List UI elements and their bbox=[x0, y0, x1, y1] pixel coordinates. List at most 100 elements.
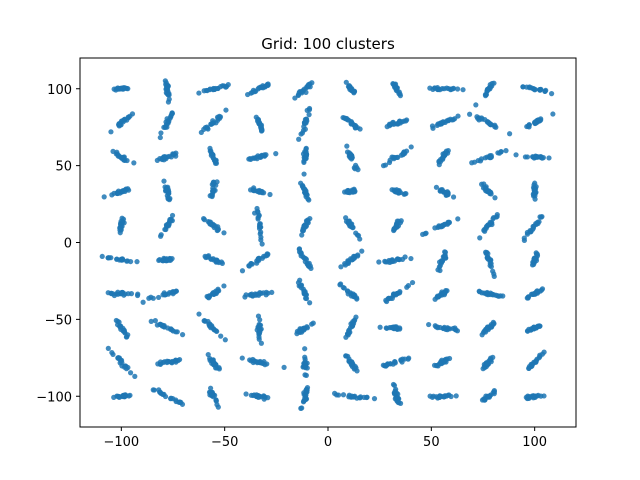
data-point bbox=[257, 231, 263, 237]
data-point bbox=[503, 148, 509, 154]
data-point bbox=[221, 283, 227, 289]
data-point bbox=[450, 325, 456, 332]
data-point bbox=[117, 225, 123, 231]
data-point bbox=[460, 87, 466, 93]
data-point bbox=[476, 289, 483, 295]
data-point bbox=[486, 188, 492, 194]
data-point bbox=[439, 258, 446, 264]
data-point bbox=[302, 356, 308, 363]
data-point bbox=[528, 394, 534, 400]
data-point bbox=[344, 143, 350, 149]
data-point bbox=[394, 188, 400, 194]
data-point bbox=[223, 107, 229, 113]
data-point bbox=[254, 156, 260, 162]
data-point bbox=[483, 393, 489, 399]
data-point bbox=[210, 393, 216, 400]
data-point bbox=[346, 392, 352, 398]
data-point bbox=[256, 334, 262, 340]
data-point bbox=[480, 366, 486, 372]
data-point bbox=[257, 289, 263, 296]
data-point bbox=[383, 297, 389, 304]
data-point bbox=[376, 259, 382, 265]
data-point bbox=[255, 256, 261, 262]
data-point bbox=[210, 85, 217, 92]
data-point bbox=[427, 393, 433, 399]
data-point bbox=[408, 255, 414, 262]
data-point bbox=[488, 357, 494, 363]
data-point bbox=[535, 219, 541, 225]
data-point bbox=[205, 126, 211, 132]
data-point bbox=[349, 152, 355, 159]
data-point bbox=[303, 372, 309, 378]
data-point bbox=[257, 327, 263, 333]
data-point bbox=[247, 187, 254, 193]
data-point bbox=[167, 326, 174, 332]
data-point bbox=[299, 130, 305, 136]
data-point bbox=[295, 92, 301, 99]
data-point bbox=[281, 364, 287, 370]
data-point bbox=[243, 391, 249, 397]
data-point bbox=[210, 152, 216, 158]
data-point bbox=[161, 391, 167, 397]
data-point bbox=[426, 321, 432, 328]
data-point bbox=[116, 86, 123, 92]
data-point bbox=[371, 396, 378, 402]
data-point bbox=[352, 125, 358, 131]
data-point bbox=[387, 157, 393, 163]
data-point bbox=[257, 317, 263, 323]
data-point bbox=[120, 189, 126, 195]
data-point bbox=[161, 124, 167, 130]
data-point bbox=[124, 117, 130, 123]
data-point bbox=[482, 228, 488, 234]
data-point bbox=[299, 405, 305, 411]
data-point bbox=[301, 171, 307, 177]
data-point bbox=[405, 282, 412, 289]
data-point bbox=[148, 318, 154, 324]
data-point bbox=[490, 216, 496, 222]
data-point bbox=[539, 155, 545, 161]
data-point bbox=[524, 154, 531, 160]
data-point bbox=[302, 363, 309, 369]
data-point bbox=[520, 84, 526, 90]
data-point bbox=[454, 86, 461, 92]
data-point bbox=[525, 295, 531, 301]
data-point bbox=[336, 392, 342, 398]
data-point bbox=[208, 385, 214, 391]
y-axis: −100 −50 0 50 100 bbox=[36, 83, 80, 405]
data-point bbox=[157, 233, 164, 239]
data-point bbox=[264, 82, 271, 89]
data-point bbox=[500, 293, 506, 299]
data-point bbox=[477, 235, 483, 241]
data-point bbox=[526, 84, 533, 90]
data-point bbox=[169, 110, 175, 117]
data-point bbox=[409, 279, 416, 286]
data-point bbox=[261, 190, 267, 196]
data-point bbox=[123, 363, 129, 369]
data-point bbox=[305, 82, 312, 88]
data-point bbox=[131, 160, 137, 166]
data-point bbox=[306, 112, 312, 118]
data-point bbox=[256, 213, 262, 219]
data-point bbox=[298, 285, 305, 291]
data-point bbox=[164, 91, 170, 97]
data-point bbox=[273, 151, 279, 157]
data-point bbox=[343, 79, 349, 85]
data-point bbox=[174, 329, 180, 335]
data-point bbox=[434, 324, 441, 330]
data-point bbox=[208, 357, 215, 363]
data-point bbox=[350, 319, 356, 325]
data-point bbox=[260, 83, 266, 89]
data-point bbox=[436, 224, 443, 230]
data-point bbox=[114, 189, 121, 196]
data-point bbox=[537, 86, 543, 93]
data-point bbox=[161, 290, 167, 296]
data-point bbox=[345, 260, 351, 266]
data-point bbox=[123, 334, 130, 340]
data-point bbox=[406, 355, 412, 361]
data-point bbox=[498, 149, 504, 155]
data-point bbox=[211, 187, 217, 193]
data-point bbox=[455, 216, 461, 222]
data-point bbox=[533, 325, 540, 331]
data-point bbox=[221, 230, 227, 236]
data-point bbox=[445, 191, 451, 198]
